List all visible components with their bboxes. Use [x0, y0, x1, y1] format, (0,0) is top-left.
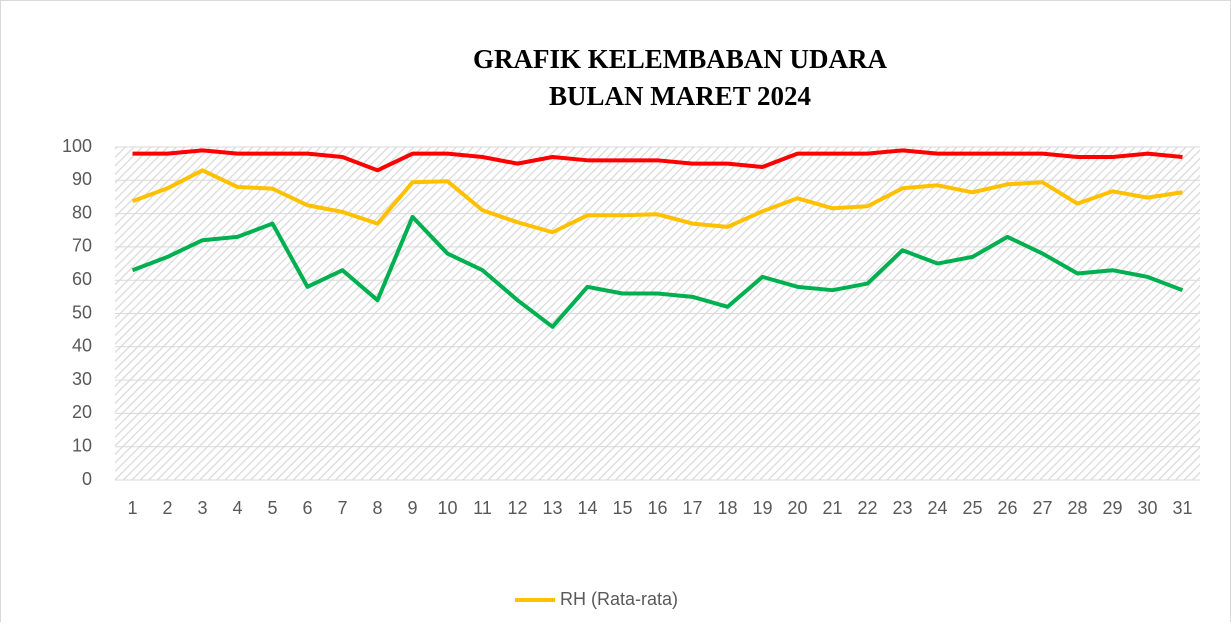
x-tick-label: 28: [1067, 498, 1087, 518]
x-tick-label: 20: [787, 498, 807, 518]
x-tick-label: 4: [232, 498, 242, 518]
chart-title: GRAFIK KELEMBABAN UDARA: [473, 44, 888, 74]
x-tick-label: 13: [542, 498, 562, 518]
x-tick-label: 23: [892, 498, 912, 518]
series-line: [131, 168, 1183, 235]
y-tick-label: 20: [72, 402, 92, 422]
y-tick-label: 50: [72, 302, 92, 322]
x-tick-label: 29: [1102, 498, 1122, 518]
x-tick-label: 22: [857, 498, 877, 518]
y-tick-label: 90: [72, 169, 92, 189]
x-tick-label: 11: [473, 498, 492, 518]
x-tick-label: 7: [337, 498, 347, 518]
y-tick-label: 100: [62, 136, 92, 156]
x-tick-label: 17: [682, 498, 702, 518]
series-line: [131, 214, 1184, 329]
x-tick-label: 14: [577, 498, 597, 518]
chart-title: BULAN MARET 2024: [549, 81, 811, 111]
x-tick-label: 3: [197, 498, 207, 518]
x-tick-label: 25: [962, 498, 982, 518]
x-tick-label: 1: [127, 498, 137, 518]
x-tick-label: 10: [437, 498, 457, 518]
y-tick-label: 10: [72, 435, 92, 455]
x-tick-label: 27: [1032, 498, 1052, 518]
x-tick-label: 8: [372, 498, 382, 518]
x-tick-label: 9: [407, 498, 417, 518]
y-tick-label: 0: [82, 469, 92, 489]
x-tick-label: 31: [1172, 498, 1192, 518]
x-tick-label: 24: [927, 498, 947, 518]
series-line: [132, 148, 1183, 173]
y-tick-label: 40: [72, 336, 92, 356]
legend-label: RH (Rata-rata): [560, 589, 678, 609]
x-tick-label: 19: [752, 498, 772, 518]
y-tick-label: 60: [72, 269, 92, 289]
x-tick-label: 2: [162, 498, 172, 518]
x-tick-label: 5: [267, 498, 277, 518]
x-tick-label: 26: [997, 498, 1017, 518]
x-tick-label: 18: [717, 498, 737, 518]
x-tick-label: 15: [612, 498, 632, 518]
y-tick-label: 30: [72, 369, 92, 389]
x-tick-label: 6: [302, 498, 312, 518]
x-tick-label: 30: [1137, 498, 1157, 518]
x-tick-label: 16: [647, 498, 667, 518]
y-tick-label: 70: [72, 236, 92, 256]
y-tick-label: 80: [72, 202, 92, 222]
x-tick-label: 12: [507, 498, 527, 518]
x-tick-label: 21: [822, 498, 842, 518]
